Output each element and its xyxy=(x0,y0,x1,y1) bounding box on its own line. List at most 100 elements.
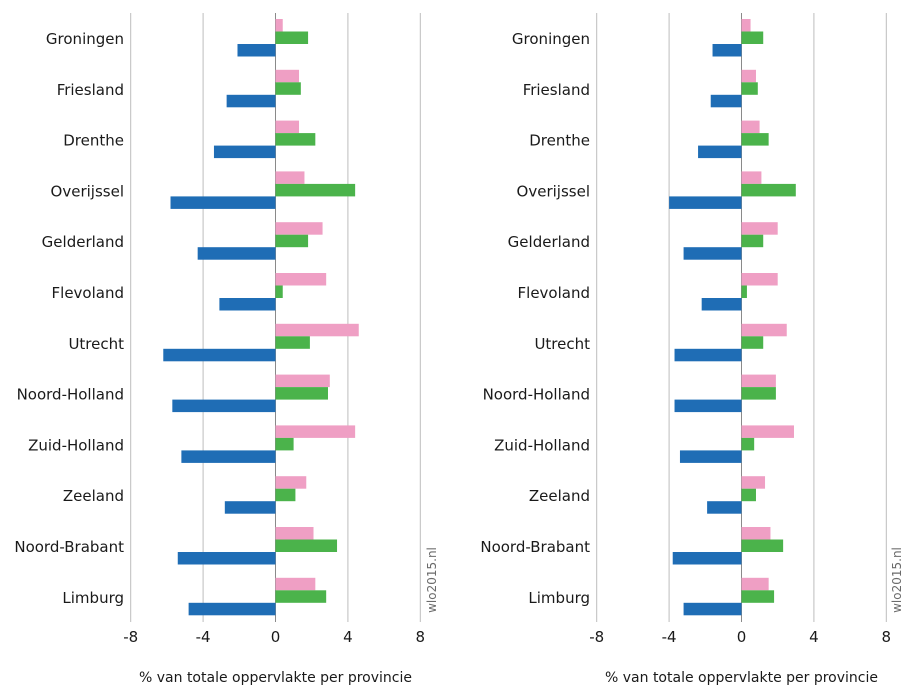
bar xyxy=(275,31,309,44)
bar xyxy=(741,120,760,134)
bar xyxy=(275,590,327,603)
bar xyxy=(237,44,276,57)
bar xyxy=(275,171,305,184)
category-label: Zeeland xyxy=(63,487,124,505)
x-tick-label: 4 xyxy=(809,628,819,646)
bar xyxy=(275,222,323,235)
bar xyxy=(275,527,314,540)
bar xyxy=(741,577,769,591)
bar xyxy=(275,374,330,388)
bar xyxy=(710,94,742,108)
category-label: Overijssel xyxy=(51,182,124,200)
bar xyxy=(741,183,796,197)
bar xyxy=(741,590,775,603)
bar xyxy=(701,298,742,311)
x-tick-label: -8 xyxy=(589,628,604,646)
bar xyxy=(275,234,309,248)
bar xyxy=(275,69,300,83)
category-label: Drenthe xyxy=(529,132,590,150)
bar xyxy=(741,19,751,32)
bar xyxy=(741,539,784,552)
bar xyxy=(741,234,764,248)
bar xyxy=(674,348,742,362)
category-label: Zuid-Holland xyxy=(494,436,590,454)
bar xyxy=(672,552,742,565)
bar xyxy=(275,273,327,286)
category-label: Drenthe xyxy=(63,132,124,150)
category-label: Noord-Brabant xyxy=(480,538,590,556)
bar xyxy=(275,539,338,552)
bar xyxy=(275,488,296,502)
category-label: Friesland xyxy=(57,81,124,99)
category-label: Groningen xyxy=(46,30,124,48)
bar xyxy=(275,82,301,95)
bar xyxy=(275,183,356,197)
bar xyxy=(741,69,756,83)
category-label: Utrecht xyxy=(68,335,124,353)
x-tick-label: 8 xyxy=(416,628,426,646)
bar xyxy=(275,285,283,298)
bar xyxy=(741,476,766,489)
bar xyxy=(275,323,359,337)
bar xyxy=(698,145,742,159)
category-label: Gelderland xyxy=(42,233,124,251)
bar xyxy=(741,336,764,349)
bar xyxy=(213,145,276,159)
category-label: Flevoland xyxy=(52,284,124,302)
bar xyxy=(275,133,316,146)
chart-panel-2: Groningen Friesland Drenthe Overijssel Gelde… xyxy=(480,13,904,686)
x-tick-label: 4 xyxy=(343,628,353,646)
category-label: Noord-Brabant xyxy=(14,538,124,556)
x-tick-label: 8 xyxy=(882,628,892,646)
bar xyxy=(669,196,742,209)
bar xyxy=(741,31,764,44)
bar xyxy=(275,437,294,451)
bar xyxy=(741,273,778,286)
bar xyxy=(741,527,771,540)
bar xyxy=(275,425,356,438)
category-label: Utrecht xyxy=(534,335,590,353)
watermark-text: wlo2015.nl xyxy=(890,547,904,613)
bar xyxy=(741,387,776,400)
bar xyxy=(741,82,758,95)
category-label: Gelderland xyxy=(508,233,590,251)
bar xyxy=(741,285,747,298)
bar xyxy=(741,425,794,438)
bar xyxy=(177,552,276,565)
bar xyxy=(181,450,276,463)
bar xyxy=(683,602,742,616)
bar xyxy=(163,348,276,362)
category-label: Groningen xyxy=(512,30,590,48)
bar xyxy=(741,171,762,184)
bar xyxy=(683,247,742,260)
bar xyxy=(741,323,787,337)
x-tick-label: 0 xyxy=(271,628,281,646)
category-label: Friesland xyxy=(523,81,590,99)
x-tick-label: -8 xyxy=(123,628,138,646)
x-tick-label: 0 xyxy=(737,628,747,646)
bar xyxy=(226,94,276,108)
bar xyxy=(275,387,328,400)
bar xyxy=(741,133,769,146)
bar xyxy=(275,476,307,489)
bar xyxy=(275,120,300,134)
bar xyxy=(741,437,755,451)
category-label: Zeeland xyxy=(529,487,590,505)
bar xyxy=(275,19,283,32)
bar xyxy=(219,298,276,311)
bar xyxy=(170,196,276,209)
chart-panel-1: Groningen Friesland Drenthe Overijssel Gelde… xyxy=(14,13,439,686)
bar xyxy=(712,44,742,57)
bar xyxy=(197,247,276,260)
bar xyxy=(707,501,742,514)
category-label: Overijssel xyxy=(517,182,590,200)
bar xyxy=(674,399,742,413)
bar xyxy=(275,336,310,349)
bar xyxy=(741,222,778,235)
watermark-text: wlo2015.nl xyxy=(425,547,439,613)
bar xyxy=(741,374,776,388)
bar xyxy=(741,488,756,502)
x-axis-title: % van totale oppervlakte per provincie xyxy=(605,670,878,686)
category-label: Limburg xyxy=(62,589,124,607)
